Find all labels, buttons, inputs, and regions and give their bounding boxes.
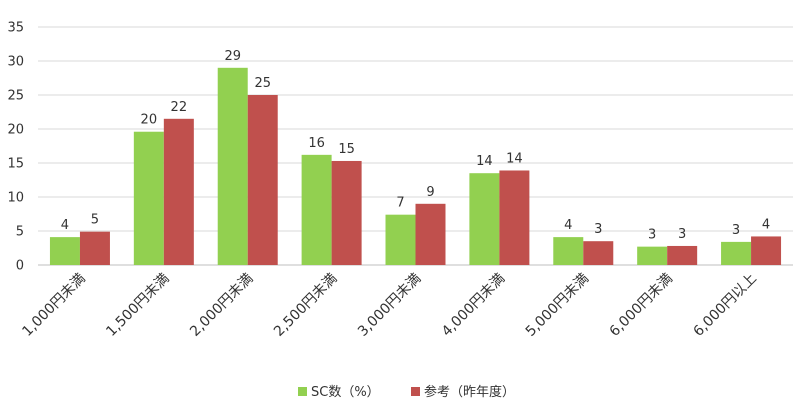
bar-sc-1 (133, 131, 164, 265)
data-label: 14 (506, 151, 523, 166)
data-label: 9 (426, 185, 434, 200)
data-label: 14 (476, 154, 493, 169)
data-label: 4 (564, 218, 572, 233)
data-label: 3 (732, 223, 740, 238)
bar-prev-2 (247, 95, 278, 265)
legend-label: 参考（昨年度） (424, 384, 515, 400)
bar-prev-0 (79, 231, 110, 265)
data-label: 25 (254, 76, 271, 91)
x-tick-label: 2,000円未満 (187, 271, 256, 340)
data-label: 5 (91, 213, 99, 228)
bar-prev-6 (583, 241, 614, 265)
bar-prev-5 (499, 170, 530, 265)
bar-prev-1 (163, 118, 194, 265)
y-axis: 0 5 10 15 20 25 30 35 (7, 21, 24, 274)
x-tick-label: 3,000円未満 (355, 271, 424, 340)
y-tick-label: 30 (7, 55, 24, 70)
y-tick-label: 5 (16, 225, 24, 240)
data-label: 4 (61, 218, 69, 233)
data-label: 3 (594, 222, 602, 237)
bar-sc-4 (385, 214, 416, 265)
x-tick-label: 1,500円未満 (103, 271, 172, 340)
x-tick-label: 4,000円未満 (439, 271, 508, 340)
data-labels: 4 5 20 22 29 25 16 15 7 9 14 14 4 3 3 3 3 4 (61, 49, 770, 243)
x-tick-label: 6,000円未満 (607, 271, 676, 340)
bar-prev-3 (331, 160, 362, 265)
y-tick-label: 25 (7, 89, 24, 104)
bar-sc-7 (637, 246, 668, 265)
data-label: 16 (308, 136, 325, 151)
data-label: 7 (396, 196, 404, 211)
data-label: 4 (762, 217, 770, 232)
data-label: 15 (338, 142, 355, 157)
legend-swatch (298, 387, 307, 396)
bar-sc-6 (553, 237, 584, 265)
data-label: 29 (224, 49, 241, 64)
y-tick-label: 0 (16, 259, 24, 274)
bar-sc-3 (301, 154, 332, 265)
y-tick-label: 10 (7, 191, 24, 206)
bar-prev-4 (415, 203, 446, 265)
data-label: 3 (648, 228, 656, 243)
bar-prev-7 (667, 245, 698, 265)
bar-sc-0 (49, 237, 80, 265)
bar-sc-2 (217, 67, 248, 265)
legend: SC数（%） 参考（昨年度） (298, 384, 515, 400)
y-tick-label: 35 (7, 21, 24, 36)
bars (49, 67, 782, 265)
y-tick-label: 20 (7, 123, 24, 138)
bar-sc-5 (469, 173, 500, 265)
legend-label: SC数（%） (311, 385, 380, 400)
bar-sc-8 (721, 241, 752, 265)
x-tick-label: 6,000円以上 (691, 271, 760, 340)
x-tick-label: 5,000円未満 (523, 271, 592, 340)
x-axis: 1,000円未満 1,500円未満 2,000円未満 2,500円未満 3,000円未満… (19, 271, 759, 340)
data-label: 20 (141, 113, 158, 128)
x-tick-label: 2,500円未満 (271, 271, 340, 340)
bar-prev-8 (751, 236, 782, 265)
data-label: 22 (171, 100, 188, 115)
legend-swatch (411, 387, 420, 396)
data-label: 3 (678, 227, 686, 242)
y-tick-label: 15 (7, 157, 24, 172)
x-tick-label: 1,000円未満 (19, 271, 88, 340)
